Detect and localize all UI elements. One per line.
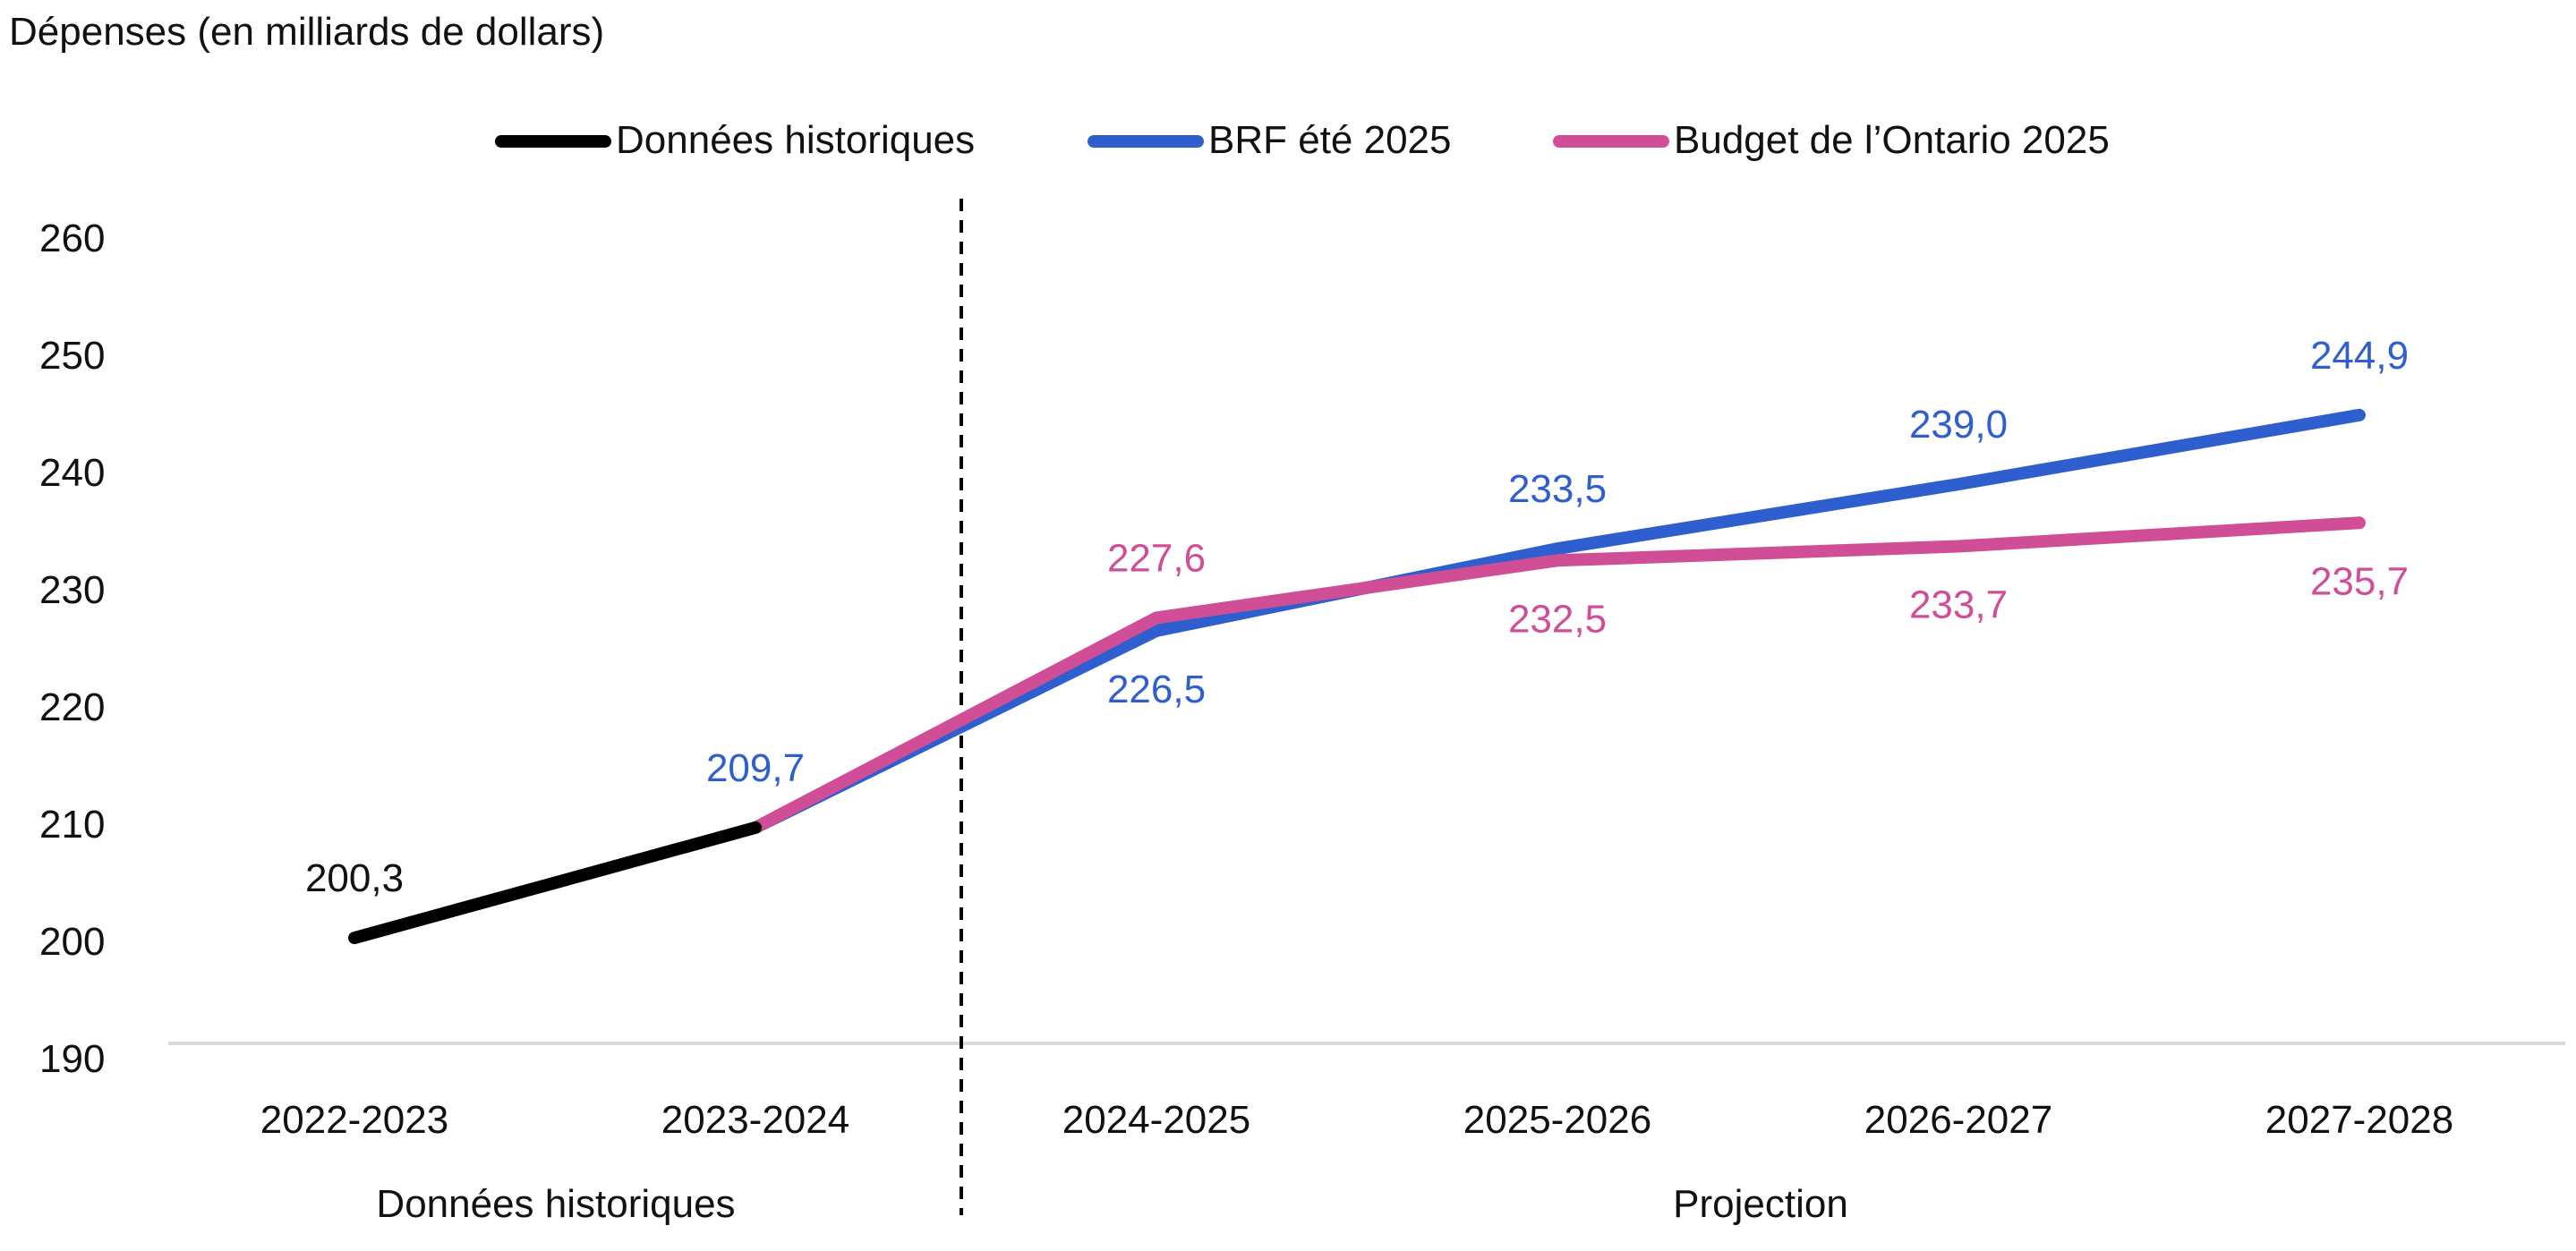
- data-label: 227,6: [1107, 536, 1206, 580]
- y-tick-label: 230: [39, 568, 105, 612]
- y-tick-label: 260: [39, 217, 105, 260]
- data-label: 232,5: [1508, 597, 1607, 641]
- y-tick-label: 200: [39, 920, 105, 964]
- data-label: 244,9: [2310, 334, 2409, 378]
- period-label-historical: Données historiques: [376, 1182, 735, 1226]
- series-lines: [348, 408, 2366, 945]
- x-tick-label: 2024-2025: [1062, 1098, 1250, 1142]
- x-tick-label: 2027-2028: [2265, 1098, 2453, 1142]
- series-line-budget: [749, 516, 2366, 834]
- data-label: 235,7: [2310, 559, 2409, 603]
- chart-title: Dépenses (en milliards de dollars): [9, 10, 604, 54]
- data-label: 233,7: [1909, 583, 2008, 627]
- period-label-projection: Projection: [1673, 1182, 1848, 1226]
- data-label: 239,0: [1909, 403, 2008, 447]
- data-label: 233,5: [1508, 467, 1607, 511]
- y-axis: 260 250 240 230 220 210 200 190: [39, 217, 105, 1081]
- series-line-brf: [749, 408, 2366, 834]
- data-label: 209,7: [706, 746, 805, 790]
- legend-item-budget: Budget de l’Ontario 2025: [1553, 118, 2110, 162]
- series-line-historical: [348, 821, 762, 945]
- legend-label-budget: Budget de l’Ontario 2025: [1674, 118, 2110, 162]
- y-tick-label: 250: [39, 334, 105, 378]
- y-tick-label: 190: [39, 1037, 105, 1081]
- legend-item-historical: Données historiques: [495, 118, 975, 162]
- x-tick-label: 2022-2023: [260, 1098, 448, 1142]
- x-axis: 2022-2023 2023-2024 2024-2025 2025-2026 2026…: [260, 1098, 2453, 1142]
- y-tick-label: 210: [39, 803, 105, 847]
- x-tick-label: 2026-2027: [1864, 1098, 2052, 1142]
- y-tick-label: 240: [39, 451, 105, 495]
- data-label: 226,5: [1107, 668, 1206, 711]
- data-labels: 200,3 209,7 226,5 233,5 239,0 244,9 227,6 232,5…: [305, 334, 2409, 900]
- x-tick-label: 2025-2026: [1463, 1098, 1651, 1142]
- x-tick-label: 2023-2024: [661, 1098, 849, 1142]
- y-tick-label: 220: [39, 685, 105, 729]
- legend-item-brf: BRF été 2025: [1088, 118, 1452, 162]
- data-label: 200,3: [305, 856, 404, 900]
- legend-label-historical: Données historiques: [616, 118, 975, 162]
- legend-label-brf: BRF été 2025: [1208, 118, 1452, 162]
- legend: Données historiques BRF été 2025 Budget …: [495, 118, 2110, 162]
